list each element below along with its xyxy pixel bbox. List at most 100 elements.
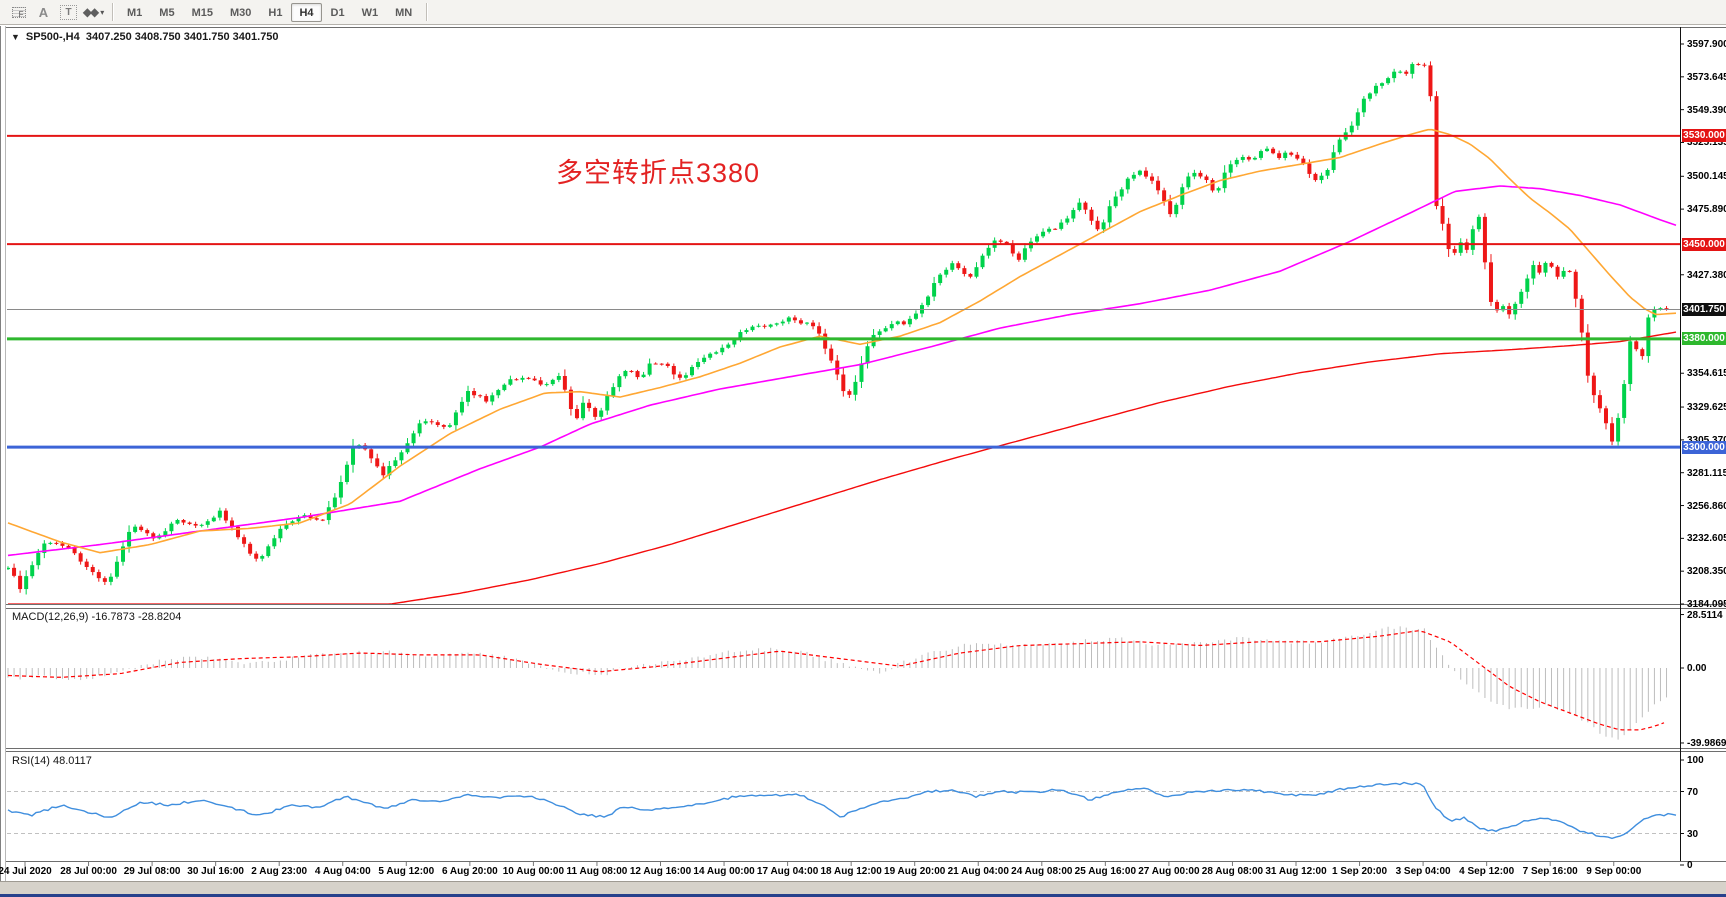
candle-body [847, 391, 852, 395]
candle-body [1337, 139, 1342, 153]
timeframe-button-w1[interactable]: W1 [361, 6, 379, 19]
candle-body [1016, 253, 1021, 260]
candle-body [1198, 172, 1203, 177]
candle-body [1035, 236, 1040, 242]
candle-body [1537, 265, 1542, 273]
candle-body [962, 268, 967, 274]
symbol-dropdown-icon[interactable]: ▼ [11, 32, 20, 42]
timeframe-button-h1[interactable]: H1 [268, 6, 283, 19]
chart-background [0, 25, 1726, 897]
candle-body [78, 553, 83, 562]
candle-body [804, 322, 809, 324]
price-tick-label: 3549.390 [1687, 104, 1726, 116]
candle-body [1507, 306, 1512, 315]
candle-body [1186, 176, 1191, 188]
candle-body [1071, 210, 1076, 219]
candle-body [1597, 395, 1602, 409]
candle-body [574, 409, 579, 419]
fibo-letter: F [18, 9, 24, 19]
candle-body [338, 482, 343, 498]
candle-body [702, 357, 707, 362]
candle-body [102, 578, 107, 582]
price-tick-label: 3305.370 [1687, 435, 1726, 446]
ma-fast-orange-line [7, 128, 1677, 554]
chart-annotation-text[interactable]: 多空转折点3380 [556, 158, 761, 188]
candle-body [211, 517, 216, 522]
price-tick-label: 3208.350 [1687, 566, 1726, 578]
candle-body [199, 524, 204, 526]
timeframe-button-m15[interactable]: M15 [191, 6, 213, 19]
candle-body [726, 344, 731, 348]
candle-body [48, 542, 53, 544]
candle-body [90, 567, 95, 573]
candle-body [1658, 308, 1663, 310]
candle-body [1216, 188, 1221, 191]
candle-body [980, 255, 985, 268]
timeframe-button-m1[interactable]: M1 [127, 6, 143, 19]
candle-body [1053, 228, 1058, 230]
macd-tick-label: 28.5114 [1687, 609, 1723, 621]
date-tick-label: 6 Aug 20:00 [441, 866, 498, 877]
toolbar-separator [426, 3, 428, 21]
candle-body [798, 320, 803, 324]
rsi-line [7, 781, 1677, 840]
candle-body [901, 321, 906, 325]
resistance-price-badge: 3530.000 [1682, 129, 1726, 143]
candle-body [72, 547, 77, 554]
candle-body [12, 567, 17, 576]
letter-a-icon: A [38, 4, 49, 20]
candle-body [18, 575, 23, 590]
shapes-dropdown-button[interactable]: ◆◆ ▾ [81, 2, 106, 23]
macd-signal-line [7, 630, 1665, 731]
fibonacci-grid-tool-button[interactable]: F [6, 2, 31, 23]
candle-body [84, 561, 89, 568]
candle-body [1501, 306, 1506, 311]
candle-body [229, 520, 234, 527]
candle-body [181, 519, 186, 523]
candle-body [611, 387, 616, 396]
candle-body [278, 528, 283, 539]
timeframe-button-d1[interactable]: D1 [330, 6, 345, 19]
candle-body [1349, 125, 1354, 133]
candle-body [1331, 152, 1336, 170]
candle-body [514, 379, 519, 381]
timeframe-button-m5[interactable]: M5 [159, 6, 175, 19]
candle-body [375, 458, 380, 467]
candle-body [786, 317, 791, 322]
timeframe-button-mn[interactable]: MN [395, 6, 413, 19]
arrow-style-tool-button[interactable]: A [31, 2, 56, 23]
candle-body [950, 263, 955, 270]
candle-body [895, 321, 900, 325]
candle-body [96, 572, 101, 579]
candle-body [393, 460, 398, 467]
pivot-price-badge: 3380.000 [1682, 332, 1726, 346]
candle-body [774, 323, 779, 325]
candle-body [242, 537, 247, 544]
candle-body [7, 567, 10, 570]
candle-body [853, 381, 858, 395]
timeframe-button-m30[interactable]: M30 [229, 6, 252, 19]
candle-body [1482, 216, 1487, 263]
candle-body [1640, 349, 1645, 357]
candle-body [1240, 157, 1245, 160]
candle-body [841, 374, 846, 392]
candle-body [205, 521, 210, 525]
candle-body [708, 353, 713, 358]
timeframe-button-h4[interactable]: H4 [291, 2, 322, 22]
window-bottom-strip [0, 881, 1726, 897]
candle-body [423, 421, 428, 424]
toolbar: F A T ◆◆ ▾ M1 M5 M15 M30 H1 H4 D1 W1 MN [0, 0, 1726, 25]
candle-body [647, 363, 652, 375]
candle-body [1083, 202, 1088, 210]
candle-body [272, 538, 277, 547]
candle-body [1107, 206, 1112, 223]
candle-body [1367, 93, 1372, 99]
candle-body [1065, 218, 1070, 223]
candle-body [1543, 262, 1548, 273]
date-tick-label: 24 Aug 08:00 [1011, 866, 1073, 877]
candle-body [629, 370, 634, 372]
candle-body [320, 519, 325, 521]
candle-body [1089, 209, 1094, 221]
text-label-tool-button[interactable]: T [56, 2, 81, 23]
